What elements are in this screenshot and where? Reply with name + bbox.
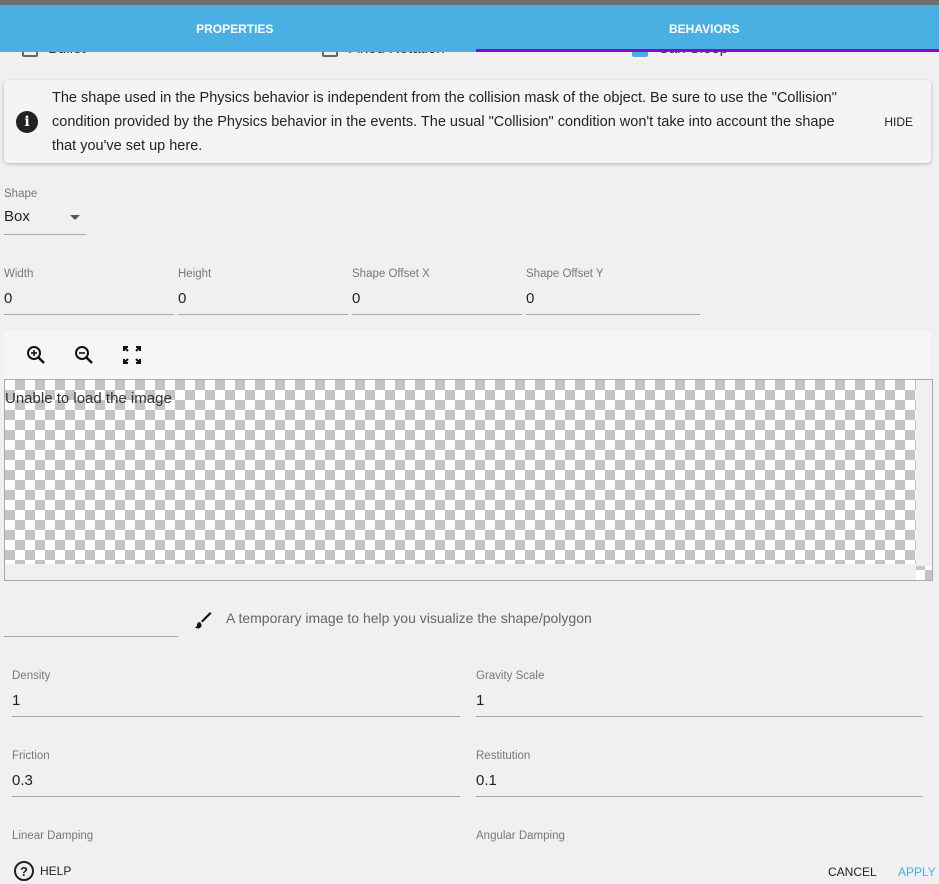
zoom-in-icon[interactable] [24, 343, 48, 367]
help-label: HELP [40, 864, 72, 878]
shape-value: Box [4, 208, 30, 225]
zoom-out-icon[interactable] [72, 343, 96, 367]
tab-properties[interactable]: PROPERTIES [196, 21, 274, 36]
alert-message: The shape used in the Physics behavior i… [52, 89, 837, 154]
friction-label: Friction [12, 750, 50, 762]
height-label: Height [178, 268, 212, 280]
friction-input[interactable]: 0.3 [12, 772, 460, 797]
angular-damping-label: Angular Damping [476, 830, 565, 842]
offset-y-input[interactable]: 0 [526, 290, 700, 315]
restitution-input[interactable]: 0.1 [476, 772, 923, 797]
apply-button[interactable]: APPLY [898, 865, 936, 879]
fit-to-screen-icon[interactable] [120, 343, 144, 367]
linear-damping-label: Linear Damping [12, 830, 94, 842]
gravity-scale-label: Gravity Scale [476, 670, 545, 682]
window-top-bar [0, 0, 939, 5]
dropdown-arrow-icon [70, 215, 80, 220]
width-label: Width [4, 268, 34, 280]
temporary-image-input[interactable] [4, 612, 178, 637]
info-alert: i The shape used in the Physics behavior… [4, 80, 931, 163]
tab-behaviors[interactable]: BEHAVIORS [669, 21, 740, 36]
preview-error-text: Unable to load the image [5, 390, 172, 407]
restitution-label: Restitution [476, 750, 531, 762]
active-tab-indicator [476, 49, 939, 52]
tab-bar: PROPERTIES BEHAVIORS [0, 5, 939, 52]
hide-button[interactable]: HIDE [884, 114, 913, 129]
height-input[interactable]: 0 [178, 290, 348, 315]
shape-select[interactable]: Box [4, 208, 86, 235]
density-input[interactable]: 1 [12, 692, 460, 717]
vertical-scrollbar[interactable] [916, 380, 932, 566]
brush-icon[interactable] [190, 608, 214, 632]
density-label: Density [12, 670, 51, 682]
help-button[interactable]: ? HELP [14, 861, 71, 881]
horizontal-scrollbar[interactable] [5, 564, 916, 580]
offset-y-label: Shape Offset Y [526, 268, 604, 280]
shape-preview-canvas[interactable]: Unable to load the image [4, 379, 933, 581]
cancel-button[interactable]: CANCEL [828, 865, 877, 879]
offset-x-label: Shape Offset X [352, 268, 430, 280]
shape-label: Shape [4, 188, 38, 200]
help-icon: ? [14, 861, 34, 881]
offset-x-input[interactable]: 0 [352, 290, 522, 315]
width-input[interactable]: 0 [4, 290, 174, 315]
info-icon: i [16, 110, 38, 133]
preview-toolbar [4, 331, 931, 379]
gravity-scale-input[interactable]: 1 [476, 692, 923, 717]
image-helper-text: A temporary image to help you visualize … [226, 610, 592, 626]
